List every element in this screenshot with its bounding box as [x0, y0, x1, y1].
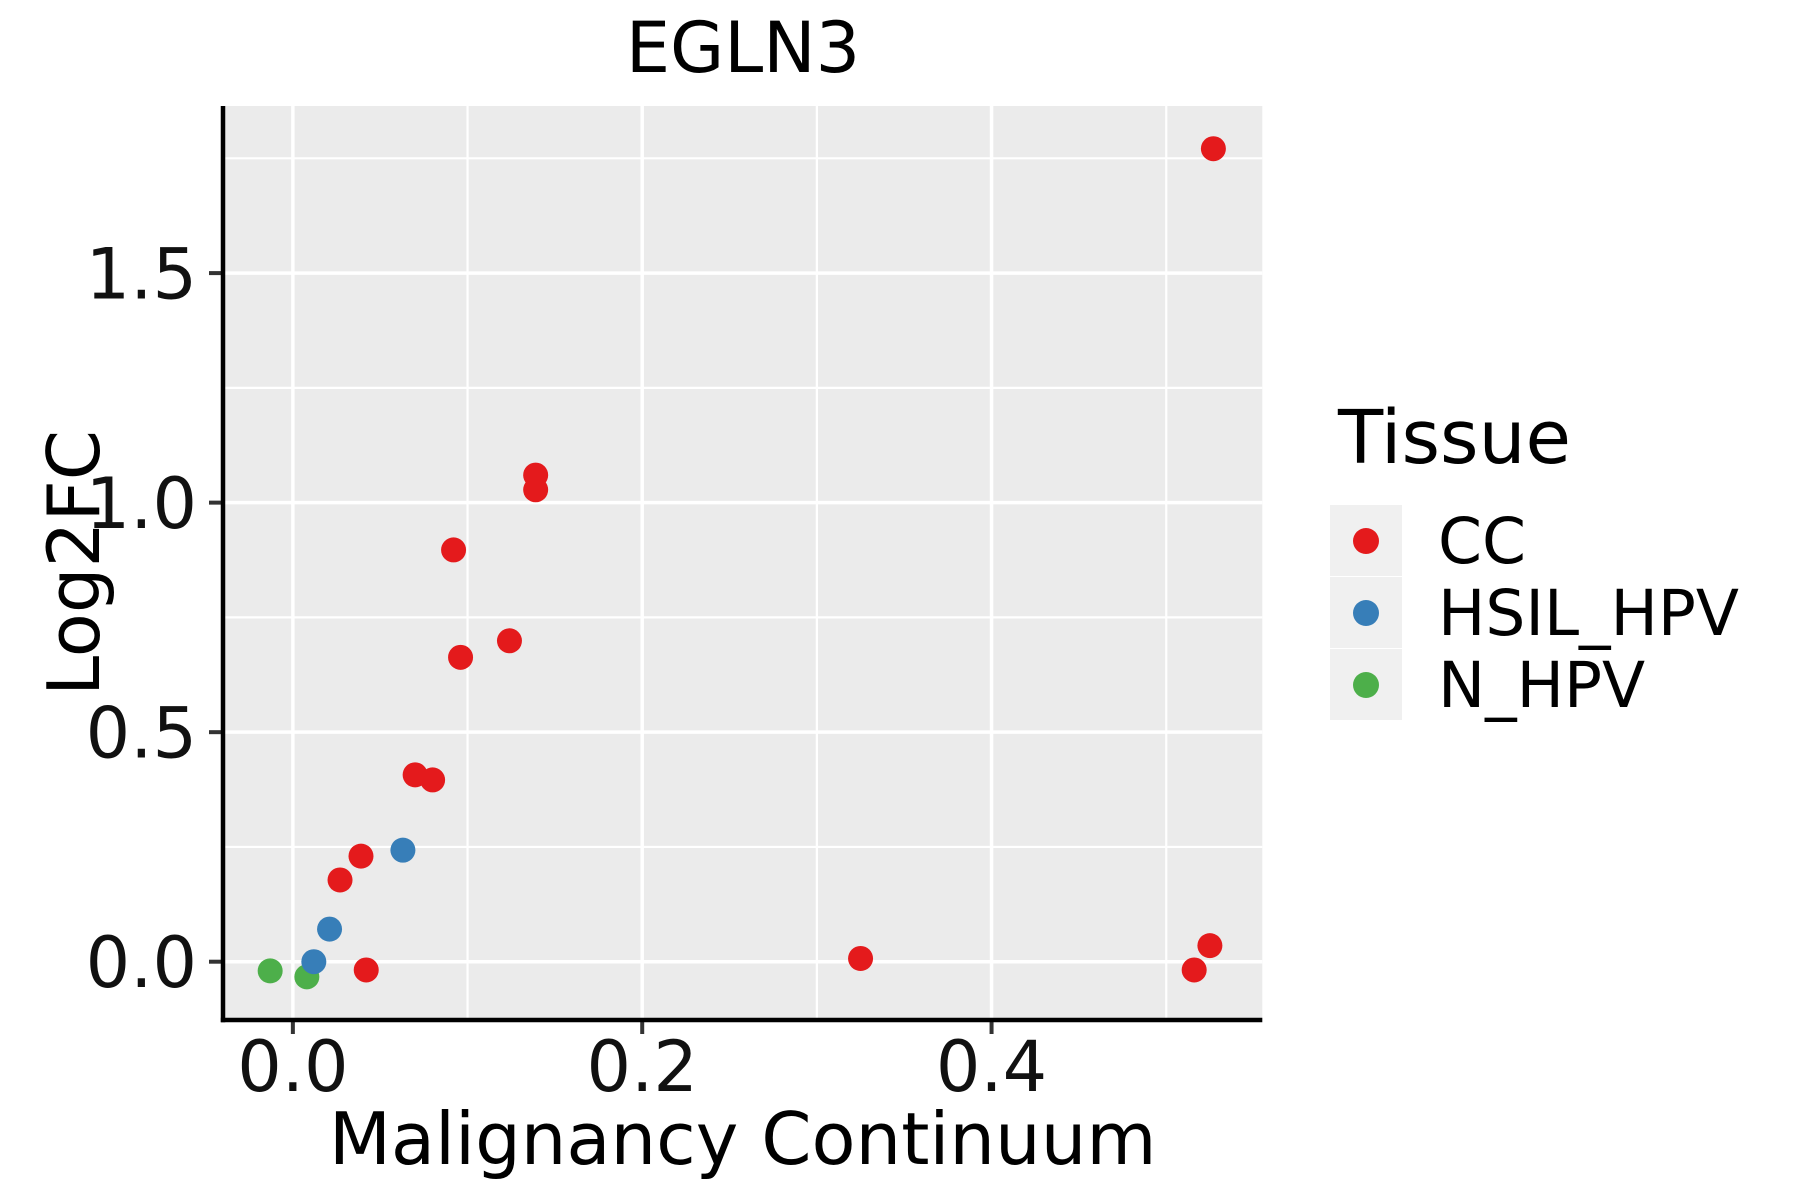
legend-dot: [1353, 671, 1379, 698]
legend-item: CC: [1330, 505, 1739, 577]
data-point: [848, 945, 874, 971]
data-point: [496, 628, 522, 654]
data-point: [448, 644, 474, 670]
y-tick-label: 0.0: [86, 922, 197, 1004]
legend-item-label: CC: [1438, 504, 1526, 578]
legend-key: [1330, 505, 1402, 576]
legend-item: HSIL_HPV: [1330, 577, 1739, 649]
legend-items: CC HSIL_HPV N_HPV: [1330, 505, 1739, 721]
data-point: [1197, 933, 1223, 959]
y-axis-title: Log2FC: [32, 430, 116, 696]
data-point: [1181, 957, 1207, 983]
panel-background: [223, 106, 1263, 1020]
chart-title: EGLN3: [625, 7, 861, 89]
data-point: [420, 767, 446, 793]
data-point: [317, 916, 343, 942]
x-tick-label: 0.2: [587, 1026, 698, 1108]
data-point: [348, 843, 374, 869]
data-point: [523, 477, 549, 503]
data-point: [257, 958, 283, 984]
y-tick-label: 1.0: [86, 463, 197, 545]
y-tick-label: 0.5: [86, 693, 197, 775]
y-tick-label: 1.5: [86, 234, 197, 316]
legend-key: [1330, 649, 1402, 720]
legend: Tissue CC HSIL_HPV N_HPV: [1330, 401, 1739, 721]
x-tick-label: 0.0: [237, 1026, 348, 1108]
x-axis-title: Malignancy Continuum: [329, 1097, 1157, 1181]
data-point: [1200, 136, 1226, 162]
data-point: [301, 949, 327, 975]
legend-item-label: N_HPV: [1438, 648, 1646, 722]
data-point: [441, 537, 467, 563]
x-tick-label: 0.4: [936, 1026, 1047, 1108]
legend-title: Tissue: [1338, 395, 1572, 481]
data-point: [327, 867, 353, 893]
legend-dot: [1353, 599, 1379, 626]
legend-key: [1330, 577, 1402, 648]
data-point: [390, 837, 416, 863]
data-point: [353, 957, 379, 983]
legend-item-label: HSIL_HPV: [1438, 576, 1740, 650]
legend-item: N_HPV: [1330, 649, 1739, 721]
legend-dot: [1353, 527, 1379, 554]
